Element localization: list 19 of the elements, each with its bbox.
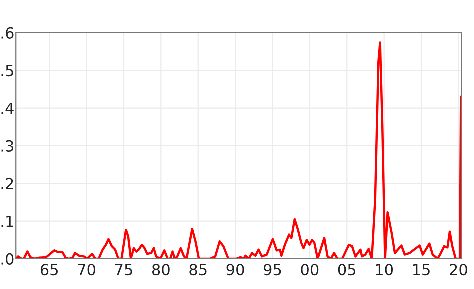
y-tick-label: .6 <box>2 27 14 39</box>
x-tick-label: 15 <box>413 264 430 276</box>
x-tick-label: 05 <box>338 264 356 276</box>
x-tick-label: 20 <box>450 264 468 276</box>
y-tick-label: .3 <box>2 140 14 152</box>
x-tick-label: 90 <box>226 264 244 276</box>
x-tick-label: 85 <box>190 264 207 276</box>
x-tick-label: 65 <box>40 264 58 276</box>
y-tick-label: .5 <box>2 65 14 77</box>
x-tick-label: 00 <box>301 264 319 276</box>
y-tick-label: .2 <box>2 178 14 190</box>
y-tick-label: .1 <box>2 216 14 228</box>
y-tick-label: .0 <box>2 253 14 265</box>
y-tick-label: .4 <box>2 102 14 114</box>
x-tick-label: 10 <box>376 264 394 276</box>
x-tick-label: 70 <box>78 264 96 276</box>
x-tick-label: 75 <box>116 264 132 276</box>
x-tick-label: 80 <box>152 264 170 276</box>
x-tick-label: 95 <box>264 264 282 276</box>
